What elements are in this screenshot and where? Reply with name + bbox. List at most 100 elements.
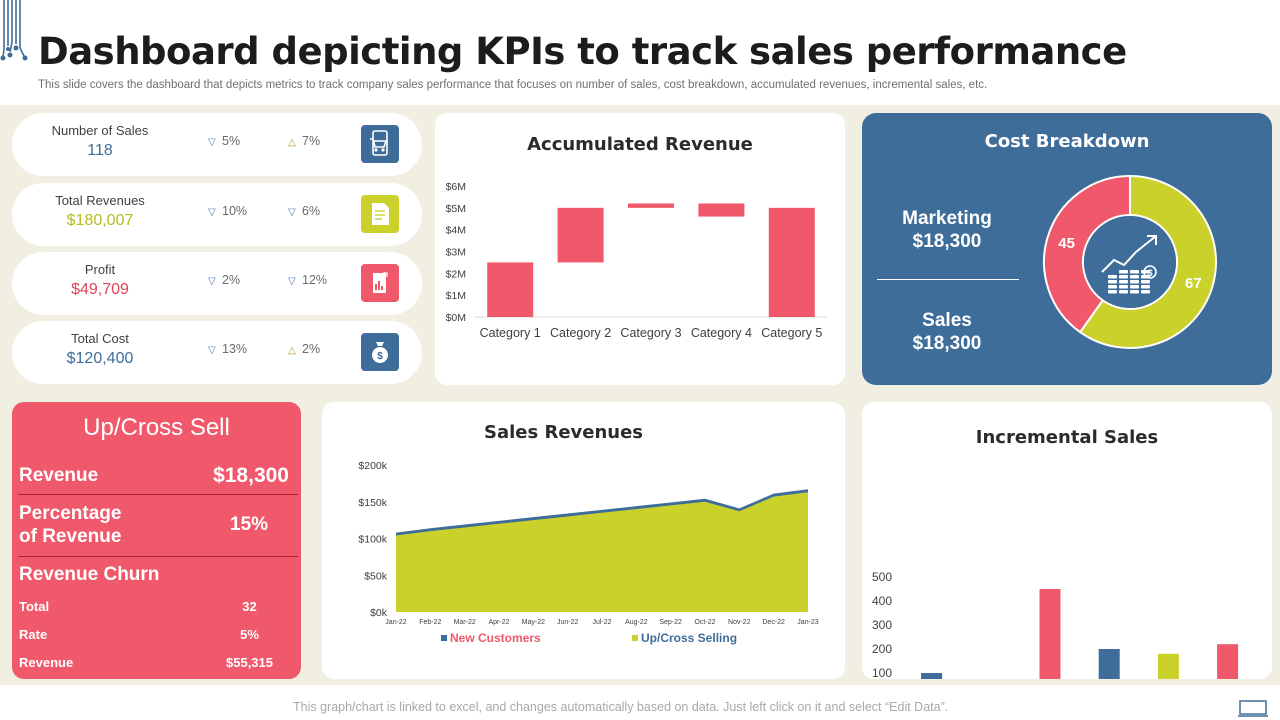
page-subtitle: This slide covers the dashboard that dep… — [38, 79, 988, 91]
donut-data-label: 67 — [1185, 275, 1202, 292]
coin — [1130, 285, 1139, 289]
kpi-delta-2: △ 2% — [288, 342, 321, 356]
percentage-label-line1: Percentage — [19, 503, 122, 524]
legend-swatch — [632, 635, 638, 641]
coin — [1119, 290, 1128, 294]
sales-revenues-chart: $0k $50k $100k $150k $200k Jan-22 Feb-22 Mar-22… — [358, 460, 819, 645]
triangle-down-icon: ▽ — [208, 345, 216, 356]
coin — [1141, 280, 1150, 284]
kpi-delta-2: △ 7% — [288, 134, 321, 148]
coin — [1130, 270, 1139, 274]
bar — [1217, 644, 1239, 679]
y-tick-label: $0k — [370, 607, 388, 619]
y-tick-label: $3M — [446, 247, 466, 259]
waterfall-bar — [557, 207, 604, 263]
presentation-screen-icon — [1238, 700, 1268, 717]
svg-text:$: $ — [377, 351, 383, 362]
y-tick-label: $6M — [446, 181, 466, 193]
coin — [1130, 275, 1139, 279]
kpi-card-number-of-sales[interactable]: Number of Sales 118 ▽ 5% △ 7% — [12, 113, 422, 176]
panel-title: Incremental Sales — [975, 427, 1159, 448]
churn-rate-value: 5% — [240, 627, 259, 642]
bar — [921, 673, 943, 679]
donut-data-label: 45 — [1058, 235, 1075, 252]
footer: This graph/chart is linked to excel, and… — [0, 685, 1280, 720]
trend-arrowhead — [1147, 235, 1157, 245]
y-tick-label: 400 — [872, 594, 892, 608]
x-tick-label: Category 3 — [620, 326, 681, 340]
triangle-up-icon: △ — [288, 137, 296, 148]
header: Dashboard depicting KPIs to track sales … — [0, 0, 1280, 105]
coin — [1119, 280, 1128, 284]
growth-chart-icon — [1101, 235, 1157, 273]
legend-label: New Customers — [450, 631, 541, 645]
triangle-down-icon: ▽ — [288, 207, 296, 218]
kpi-label: Total Revenues — [55, 193, 145, 208]
y-tick-label: $2M — [446, 268, 466, 280]
coin — [1108, 275, 1117, 279]
kpi-delta-2: ▽ 6% — [288, 204, 321, 218]
report-icon — [361, 264, 399, 302]
x-tick-label: Jun-22 — [557, 619, 579, 626]
kpi-value: $120,400 — [66, 350, 134, 367]
x-tick-label: Category 2 — [550, 326, 611, 340]
y-tick-label: $200k — [358, 460, 387, 472]
y-tick-label: 100 — [872, 666, 892, 679]
y-tick-label: 500 — [872, 570, 892, 584]
kpi-value: $49,709 — [71, 281, 129, 298]
kpi-delta-2: ▽ 12% — [288, 273, 328, 287]
y-tick-label: $0M — [446, 312, 466, 324]
legend-swatch — [441, 635, 447, 641]
waterfall-bar — [768, 207, 815, 317]
sales-revenues-panel: Sales Revenues $0k $50k $100k $150k $200k Jan… — [322, 402, 845, 679]
coin — [1108, 280, 1117, 284]
kpi-card-total-revenues[interactable]: Total Revenues $180,007 ▽ 10% ▽ 6% — [12, 183, 422, 246]
divider — [18, 494, 298, 495]
bar — [1039, 589, 1061, 679]
triangle-down-icon: ▽ — [288, 276, 296, 287]
panel-title: Cost Breakdown — [984, 131, 1150, 152]
y-tick-label: $150k — [358, 497, 387, 509]
panel-title: Accumulated Revenue — [527, 134, 753, 155]
dashboard-canvas: Number of Sales 118 ▽ 5% △ 7% Total Revenu… — [0, 105, 1280, 685]
marketing-label: Marketing — [902, 208, 992, 229]
page-title: Dashboard depicting KPIs to track sales … — [38, 30, 1127, 73]
bar — [1098, 649, 1120, 679]
triangle-up-icon: △ — [288, 345, 296, 356]
revenue-label: Revenue — [19, 465, 99, 486]
trend-line — [1101, 235, 1157, 273]
coin — [1108, 290, 1117, 294]
x-tick-label: Category 5 — [761, 326, 822, 340]
sales-value: $18,300 — [912, 333, 982, 354]
kpi-card-total-cost[interactable]: Total Cost $120,400 ▽ 13% △ 2% $ — [12, 321, 422, 384]
y-tick-label: $5M — [446, 203, 466, 215]
kpi-delta-1: ▽ 5% — [208, 134, 241, 148]
kpi-card-profit[interactable]: Profit $49,709 ▽ 2% ▽ 12% — [12, 252, 422, 315]
divider — [18, 556, 298, 557]
dollar-coin — [1143, 265, 1157, 279]
percentage-label-line2: of Revenue — [19, 526, 122, 547]
coin — [1119, 270, 1128, 274]
x-tick-label: Jul-22 — [592, 619, 611, 626]
triangle-down-icon: ▽ — [208, 207, 216, 218]
triangle-down-icon: ▽ — [208, 137, 216, 148]
percentage-value: 15% — [230, 514, 269, 535]
x-tick-label: Jan-22 — [385, 619, 407, 626]
x-tick-label: Jan-23 — [797, 619, 819, 626]
waterfall-bar — [487, 262, 534, 317]
x-tick-label: Mar-22 — [454, 619, 476, 626]
area-series-up-cross-selling — [396, 492, 808, 612]
x-tick-label: Sep-22 — [659, 619, 682, 626]
x-tick-label: Category 1 — [480, 326, 541, 340]
waterfall-bar — [698, 203, 745, 217]
kpi-delta-1: ▽ 2% — [208, 273, 241, 287]
churn-total-value: 32 — [242, 599, 257, 614]
coin-stacks — [1108, 270, 1150, 294]
legend-label: Up/Cross Selling — [641, 631, 737, 645]
coin — [1119, 285, 1128, 289]
donut-slice — [1043, 174, 1131, 334]
kpi-delta-1: ▽ 13% — [208, 342, 248, 356]
panel-title: Sales Revenues — [483, 422, 644, 443]
donut-hole — [1084, 216, 1176, 308]
